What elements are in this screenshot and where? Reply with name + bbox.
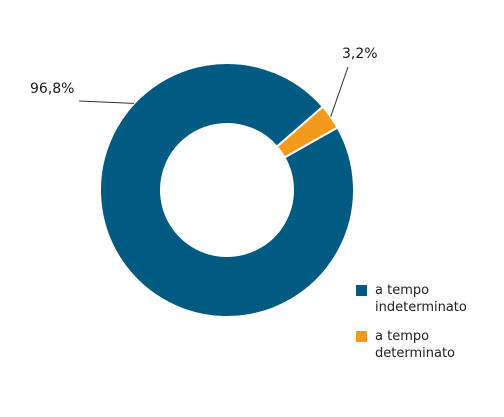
slice-indeterminato [99,62,355,318]
legend-item-determinato: a tempo determinato [356,328,485,362]
leader-line-determinato [330,66,349,117]
legend-label-indeterminato: a tempo indeterminato [375,283,467,315]
leader-line-indeterminato [78,100,135,104]
data-label-determinato: 3,2% [342,46,378,62]
legend: a tempo indeterminato a tempo determinat… [356,282,485,374]
data-label-indeterminato: 96,8% [30,81,74,97]
legend-swatch-indeterminato [356,285,367,296]
legend-item-indeterminato: a tempo indeterminato [356,282,485,316]
legend-label-determinato: a tempo determinato [375,329,455,361]
slice-determinato [275,105,339,159]
legend-swatch-determinato [356,331,367,342]
